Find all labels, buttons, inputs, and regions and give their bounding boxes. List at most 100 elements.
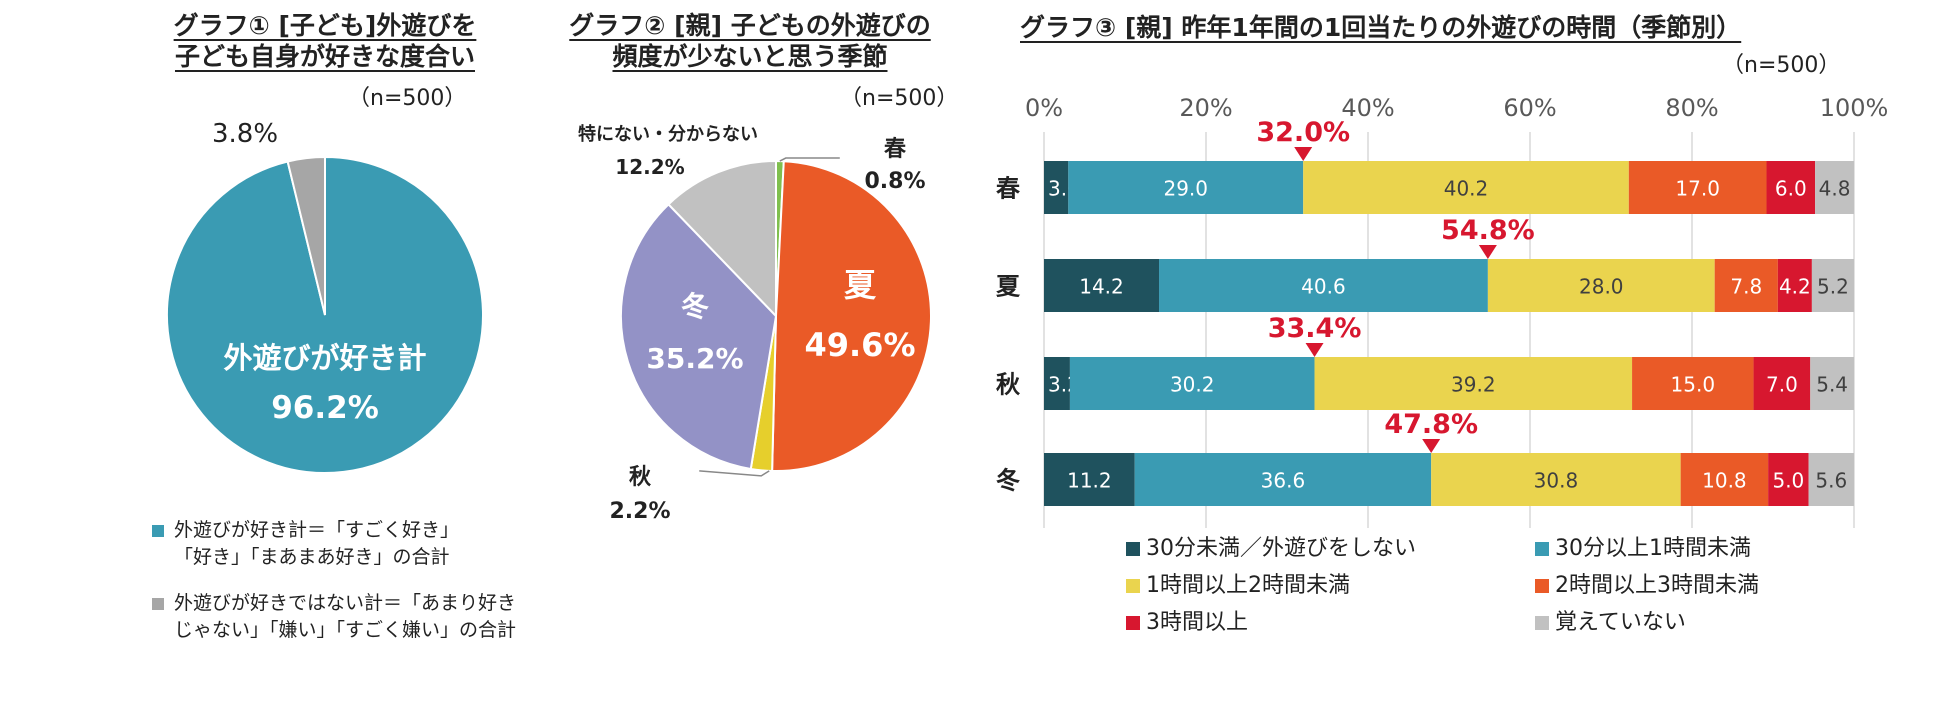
legend-text-dislike-2: じゃない」「嫌い」「すごく嫌い」の合計 <box>174 619 517 641</box>
graph2-title-line2: 頻度が少ないと思う季節 <box>612 42 888 71</box>
bar-label-1-5: 5.2 <box>1817 275 1849 299</box>
pie1-outside-label: 3.8% <box>212 119 278 149</box>
bar-label-1-3: 7.8 <box>1730 275 1762 299</box>
callout-value-3: 47.8% <box>1384 409 1478 440</box>
bar-label-3-0: 11.2 <box>1067 469 1112 493</box>
bar-2-3 <box>1632 357 1754 410</box>
pie2-label-none-name: 特にない・分からない <box>578 123 758 145</box>
bar-label-2-3: 15.0 <box>1671 373 1716 397</box>
legend-swatch-5 <box>1535 616 1549 630</box>
pie1-center-label: 外遊びが好き計 <box>223 341 426 375</box>
bar-label-3-3: 10.8 <box>1702 469 1747 493</box>
x-tick-80: 80% <box>1665 94 1718 122</box>
bar-1-5 <box>1811 259 1854 312</box>
pie-slice-1 <box>771 160 932 472</box>
bar-label-3-4: 5.0 <box>1772 469 1804 493</box>
legend-label-2: 1時間以上2時間未満 <box>1146 573 1350 598</box>
x-tick-0: 0% <box>1025 94 1063 122</box>
legend-label-3: 2時間以上3時間未満 <box>1555 573 1759 598</box>
bar-0-5 <box>1815 161 1854 214</box>
graph2-title: グラフ② [親] 子どもの外遊びの 頻度が少ないと思う季節 <box>540 10 960 72</box>
bar-label-1-0: 14.2 <box>1079 275 1124 299</box>
callout-marker-3 <box>1422 439 1441 453</box>
bar-1-4 <box>1777 259 1812 312</box>
graph1-title-line1: グラフ① [子ども]外遊びを <box>173 11 477 40</box>
bar-3-5 <box>1808 453 1854 506</box>
bar-1-3 <box>1714 259 1778 312</box>
x-tick-100: 100% <box>1820 94 1889 122</box>
pie2-label-spring-pct: 0.8% <box>864 169 925 194</box>
bar-3-3 <box>1680 453 1769 506</box>
legend-item-2: 1時間以上2時間未満 <box>1126 572 1350 600</box>
bar-label-0-4: 6.0 <box>1775 177 1807 201</box>
legend-label-0: 30分未満／外遊びをしない <box>1146 536 1416 561</box>
x-tick-20: 20% <box>1179 94 1232 122</box>
pie2-label-none-pct: 12.2% <box>615 155 684 179</box>
bar-1-2 <box>1487 259 1715 312</box>
graph1-title: グラフ① [子ども]外遊びを 子ども自身が好きな度合い <box>120 10 530 72</box>
legend-swatch-1 <box>1535 542 1549 556</box>
bar-label-3-1: 36.6 <box>1261 469 1306 493</box>
callout-value-2: 33.4% <box>1268 313 1362 344</box>
pie2-label-winter-pct: 35.2% <box>646 342 743 375</box>
bar-label-3-2: 30.8 <box>1534 469 1579 493</box>
pie2-label-summer-pct: 49.6% <box>804 326 915 364</box>
x-tick-40: 40% <box>1341 94 1394 122</box>
bar-label-2-2: 39.2 <box>1451 373 1496 397</box>
bar-label-3-5: 5.6 <box>1815 469 1847 493</box>
graph1-legend-item-like: 外遊びが好き計＝「すごく好き」 「好き」「まあまあ好き」の合計 <box>152 517 459 571</box>
callout-marker-1 <box>1478 245 1497 259</box>
legend-item-0: 30分未満／外遊びをしない <box>1126 535 1416 563</box>
legend-swatch-0 <box>1126 542 1140 556</box>
graph1-title-line2: 子ども自身が好きな度合い <box>174 42 475 71</box>
bar-3-2 <box>1431 453 1681 506</box>
pie2-leader-spring <box>779 157 840 162</box>
graph1-legend-item-dislike: 外遊びが好きではない計＝「あまり好き じゃない」「嫌い」「すごく嫌い」の合計 <box>152 590 516 644</box>
bar-1-0 <box>1044 259 1160 312</box>
bar-0-1 <box>1068 161 1304 214</box>
bar-label-0-2: 40.2 <box>1444 177 1489 201</box>
legend-label-4: 3時間以上 <box>1146 610 1248 635</box>
bar-label-0-1: 29.0 <box>1163 177 1208 201</box>
bar-2-2 <box>1314 357 1633 410</box>
bar-label-0-3: 17.0 <box>1675 177 1720 201</box>
category-label-0: 春 <box>996 175 1020 203</box>
legend-text-dislike-1: 外遊びが好きではない計＝「あまり好き <box>174 592 517 614</box>
bar-label-2-5: 5.4 <box>1816 373 1848 397</box>
legend-swatch-3 <box>1535 579 1549 593</box>
callout-marker-0 <box>1294 147 1313 161</box>
bar-2-1 <box>1069 357 1315 410</box>
pie-slice-4 <box>667 159 777 319</box>
legend-text-like-2: 「好き」「まあまあ好き」の合計 <box>174 546 450 568</box>
graph2-n: （n=500） <box>840 86 959 111</box>
bar-label-1-1: 40.6 <box>1301 275 1346 299</box>
pie-slice-1 <box>286 155 326 316</box>
x-tick-60: 60% <box>1503 94 1556 122</box>
legend-item-4: 3時間以上 <box>1126 609 1248 637</box>
category-label-2: 秋 <box>996 371 1021 399</box>
legend-swatch-2 <box>1126 579 1140 593</box>
bar-3-1 <box>1134 453 1432 506</box>
graph3-title: グラフ③ [親] 昨年1年間の1回当たりの外遊びの時間（季節別） <box>1020 13 1742 42</box>
legend-label-5: 覚えていない <box>1555 610 1686 635</box>
bar-0-0 <box>1044 161 1069 214</box>
legend-swatch-dislike <box>152 598 164 610</box>
graph1-n: （n=500） <box>348 86 467 111</box>
pie-slice-3 <box>620 202 778 471</box>
pie2-label-winter-name: 冬 <box>681 290 709 323</box>
legend-label-1: 30分以上1時間未満 <box>1555 536 1751 561</box>
graph2-title-line1: グラフ② [親] 子どもの外遊びの <box>569 11 931 40</box>
bar-label-0-5: 4.8 <box>1819 177 1851 201</box>
bar-2-0 <box>1044 357 1070 410</box>
legend-item-5: 覚えていない <box>1535 609 1686 637</box>
legend-item-3: 2時間以上3時間未満 <box>1535 572 1759 600</box>
callout-marker-2 <box>1305 343 1324 357</box>
category-label-3: 冬 <box>996 467 1020 495</box>
pie2-label-autumn-name: 秋 <box>629 465 652 490</box>
bar-3-4 <box>1768 453 1809 506</box>
bar-1-1 <box>1159 259 1488 312</box>
legend-swatch-like <box>152 525 164 537</box>
